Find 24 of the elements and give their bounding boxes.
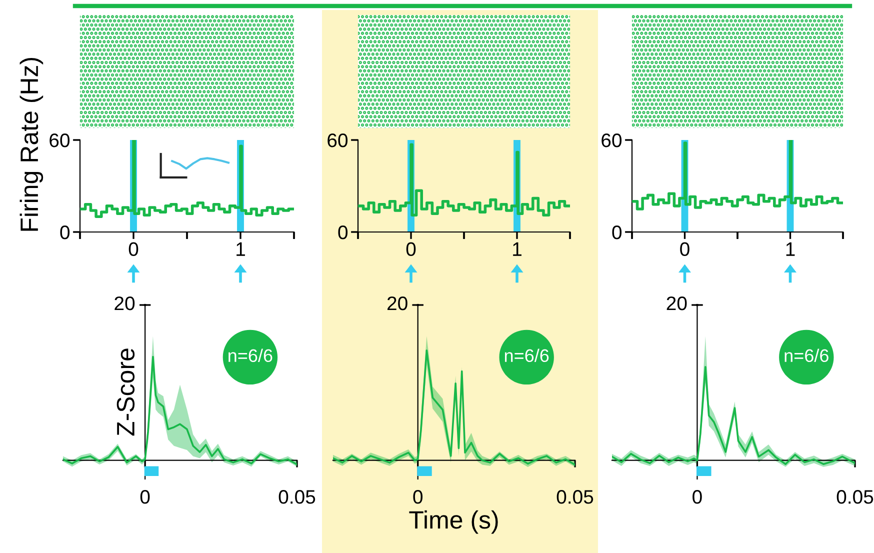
y-axis-title: Firing Rate (Hz) — [20, 58, 44, 231]
x-tick-label: 0 — [692, 490, 702, 504]
text: 20 — [114, 296, 135, 310]
y-axis-title: Z-Score — [116, 348, 135, 436]
x-tick-label: 0 — [680, 242, 690, 256]
x-tick-label: 0 — [406, 242, 416, 256]
annotation: n=6/6 — [504, 348, 549, 362]
x-axis-title: Time (s) — [409, 510, 498, 534]
x-tick-label: 0 — [140, 490, 150, 504]
y-tick-label: 60 — [50, 133, 70, 148]
x-tick-label: 0.05 — [278, 490, 316, 504]
x-tick-label: 0 — [413, 490, 423, 504]
text: 20 — [666, 296, 687, 310]
x-tick-label: 0.05 — [836, 490, 874, 504]
y-tick-label: 60 — [328, 133, 348, 148]
x-tick-label: 0.05 — [556, 490, 594, 504]
x-tick-label: 1 — [513, 242, 522, 256]
text: 20 — [387, 296, 408, 310]
x-tick-label: 1 — [786, 242, 795, 256]
y-tick-label: 60 — [602, 133, 622, 148]
x-tick-label: 1 — [236, 242, 245, 256]
annotation: n=6/6 — [228, 348, 272, 362]
text: n=6/6 — [784, 348, 828, 362]
x-tick-label: 0 — [128, 242, 138, 256]
